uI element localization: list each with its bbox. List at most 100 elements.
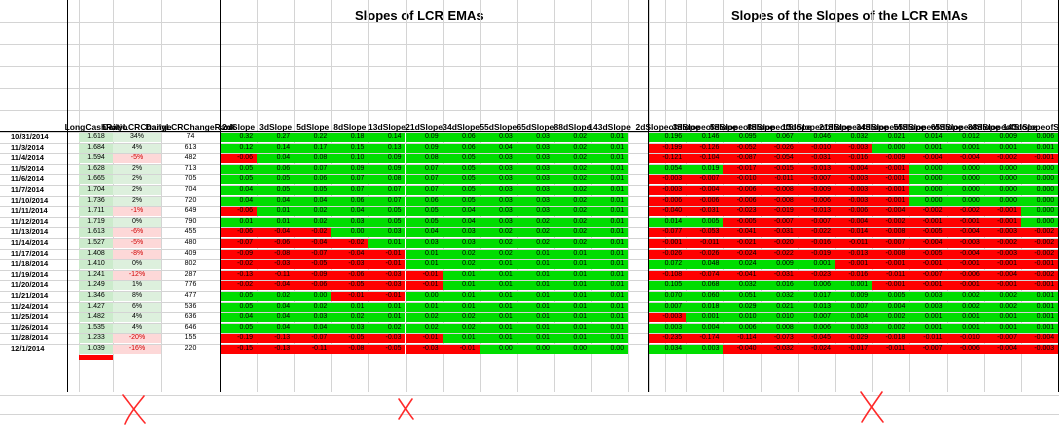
cell-slope-of-slope: -0.029 [835,333,873,344]
cell-slope-of-slope: -0.001 [872,259,910,270]
cell-slope: 0.03 [331,322,369,333]
cell-slope-of-slope: 0.000 [909,163,947,174]
cell-rank: 409 [184,249,197,257]
cell-slope-of-slope: -0.011 [686,238,724,248]
cell-slope: 0.01 [368,301,406,312]
cell-slope: 0.03 [516,195,554,206]
cell-slope-of-slope: -0.013 [835,248,873,259]
row-date: 11/24/2014 [11,301,49,311]
cell-slope-of-slope: -0.040 [723,344,761,354]
header-line: of [668,121,677,132]
cell-slope: 0.01 [516,291,554,301]
cell-slope: 0.02 [442,259,480,270]
header-line: Slope [269,121,293,132]
cell-slope-of-slope: -0.024 [723,248,761,259]
cell-slope: 0.01 [591,312,629,323]
cell-slope-of-slope: -0.001 [1021,153,1059,164]
cell-lcr: 1.346 [79,291,113,301]
cell-slope: 0.13 [368,142,406,153]
cell-slope-of-slope: -0.010 [946,333,984,344]
header-line: 65d [516,121,532,132]
header-line: Slope [1013,121,1037,132]
cell-slope: -0.01 [331,291,369,301]
cell-slope: 0.00 [294,291,332,301]
cell-slope: 0.03 [516,206,554,217]
cell-slope-of-slope: -0.174 [686,333,724,344]
cell-slope: -0.03 [368,333,406,344]
gridline-row [0,216,1059,218]
row-date: 11/18/2014 [11,259,49,269]
cell-slope-of-slope: -0.022 [797,227,835,238]
cell-slope-of-slope: 0.034 [649,344,687,354]
cell-slope: 0.03 [516,163,554,174]
cell-slope-of-slope: -0.235 [649,333,687,344]
cell-slope-of-slope: 0.146 [686,132,724,142]
cell-slope: -0.13 [220,269,258,280]
cell-slope: 0.05 [294,185,332,195]
cell-slope-of-slope: -0.003 [835,195,873,206]
lcr-marker [79,354,113,360]
cell-slope: -0.09 [220,248,258,259]
cell-rank: 790 [184,217,197,225]
cell-slope-of-slope: 0.000 [1021,163,1059,174]
cell-slope-of-slope: 0.006 [797,322,835,333]
cell-slope-of-slope: -0.002 [983,153,1021,164]
cell-rank: 477 [184,292,197,299]
cell-slope: 0.05 [257,185,295,195]
row-date: 11/17/2014 [11,248,49,258]
gridline-h [0,44,1059,45]
cell-slope: 0.01 [591,333,629,344]
cell-slope-of-slope: 0.070 [649,291,687,301]
cell-slope-of-slope: -0.026 [686,248,724,259]
cell-slope-of-slope: -0.008 [760,195,798,206]
cell-slope-of-slope: 0.007 [649,301,687,312]
cell-slope: 0.01 [479,259,517,270]
header-line: Slope [788,121,812,132]
cell-slope: 0.03 [479,163,517,174]
cell-rank: 776 [184,281,197,289]
cell-slope: -0.05 [294,259,332,270]
header-line: Slope [676,121,700,132]
cell-rank: 482 [184,154,197,162]
header-line: Slope [1022,121,1046,132]
cell-slope-of-slope: 0.010 [760,312,798,323]
cell-slope-of-slope: -0.004 [1021,333,1059,344]
cell-slope: 0.01 [516,312,554,323]
cell-slope: 0.01 [591,238,629,248]
cell-slope: 0.05 [442,174,480,185]
cell-slope: 0.07 [331,174,369,185]
header-line: 55d [893,121,909,132]
cell-slope: -0.01 [368,248,406,259]
cell-slope: 0.01 [591,227,629,238]
header-slope-6: 34d Slope [442,64,480,132]
cell-daily-change: -1% [113,206,161,217]
cell-slope-of-slope: -0.004 [909,238,947,248]
cell-slope-of-slope: 0.068 [686,280,724,291]
cell-slope: 0.05 [220,322,258,333]
cell-slope: 0.03 [516,142,554,153]
header-line: Ratio [106,121,128,132]
cell-slope: 0.01 [591,174,629,185]
cell-slope-of-slope: 0.067 [760,132,798,142]
cell-slope-of-slope: -0.011 [872,344,910,354]
header-slope-of-slope-1: 3d Slope of Slope [673,64,737,132]
header-line: Slope [531,121,555,132]
cell-slope: 0.04 [442,206,480,217]
cell-slope-of-slope: -0.016 [835,153,873,164]
header-slope-of-slope-4: 13d Slope of Slope [782,64,851,132]
cell-slope-of-slope: 0.105 [649,280,687,291]
cell-slope: 0.04 [405,227,443,238]
cell-lcr: 1.594 [79,153,113,164]
cell-lcr: 1.039 [79,344,113,354]
cell-slope-of-slope: -0.006 [723,195,761,206]
header-line: Daily [145,121,166,132]
cell-slope-of-slope: -0.001 [946,280,984,291]
header-line: of [1045,121,1054,132]
cell-slope: 0.01 [591,142,629,153]
cell-slope: -0.03 [331,259,369,270]
cell-slope-of-slope: -0.006 [946,269,984,280]
red-x-annotation-slopes [398,398,414,420]
cell-lcr: 1.482 [79,312,113,323]
gridline-row [0,227,1059,229]
